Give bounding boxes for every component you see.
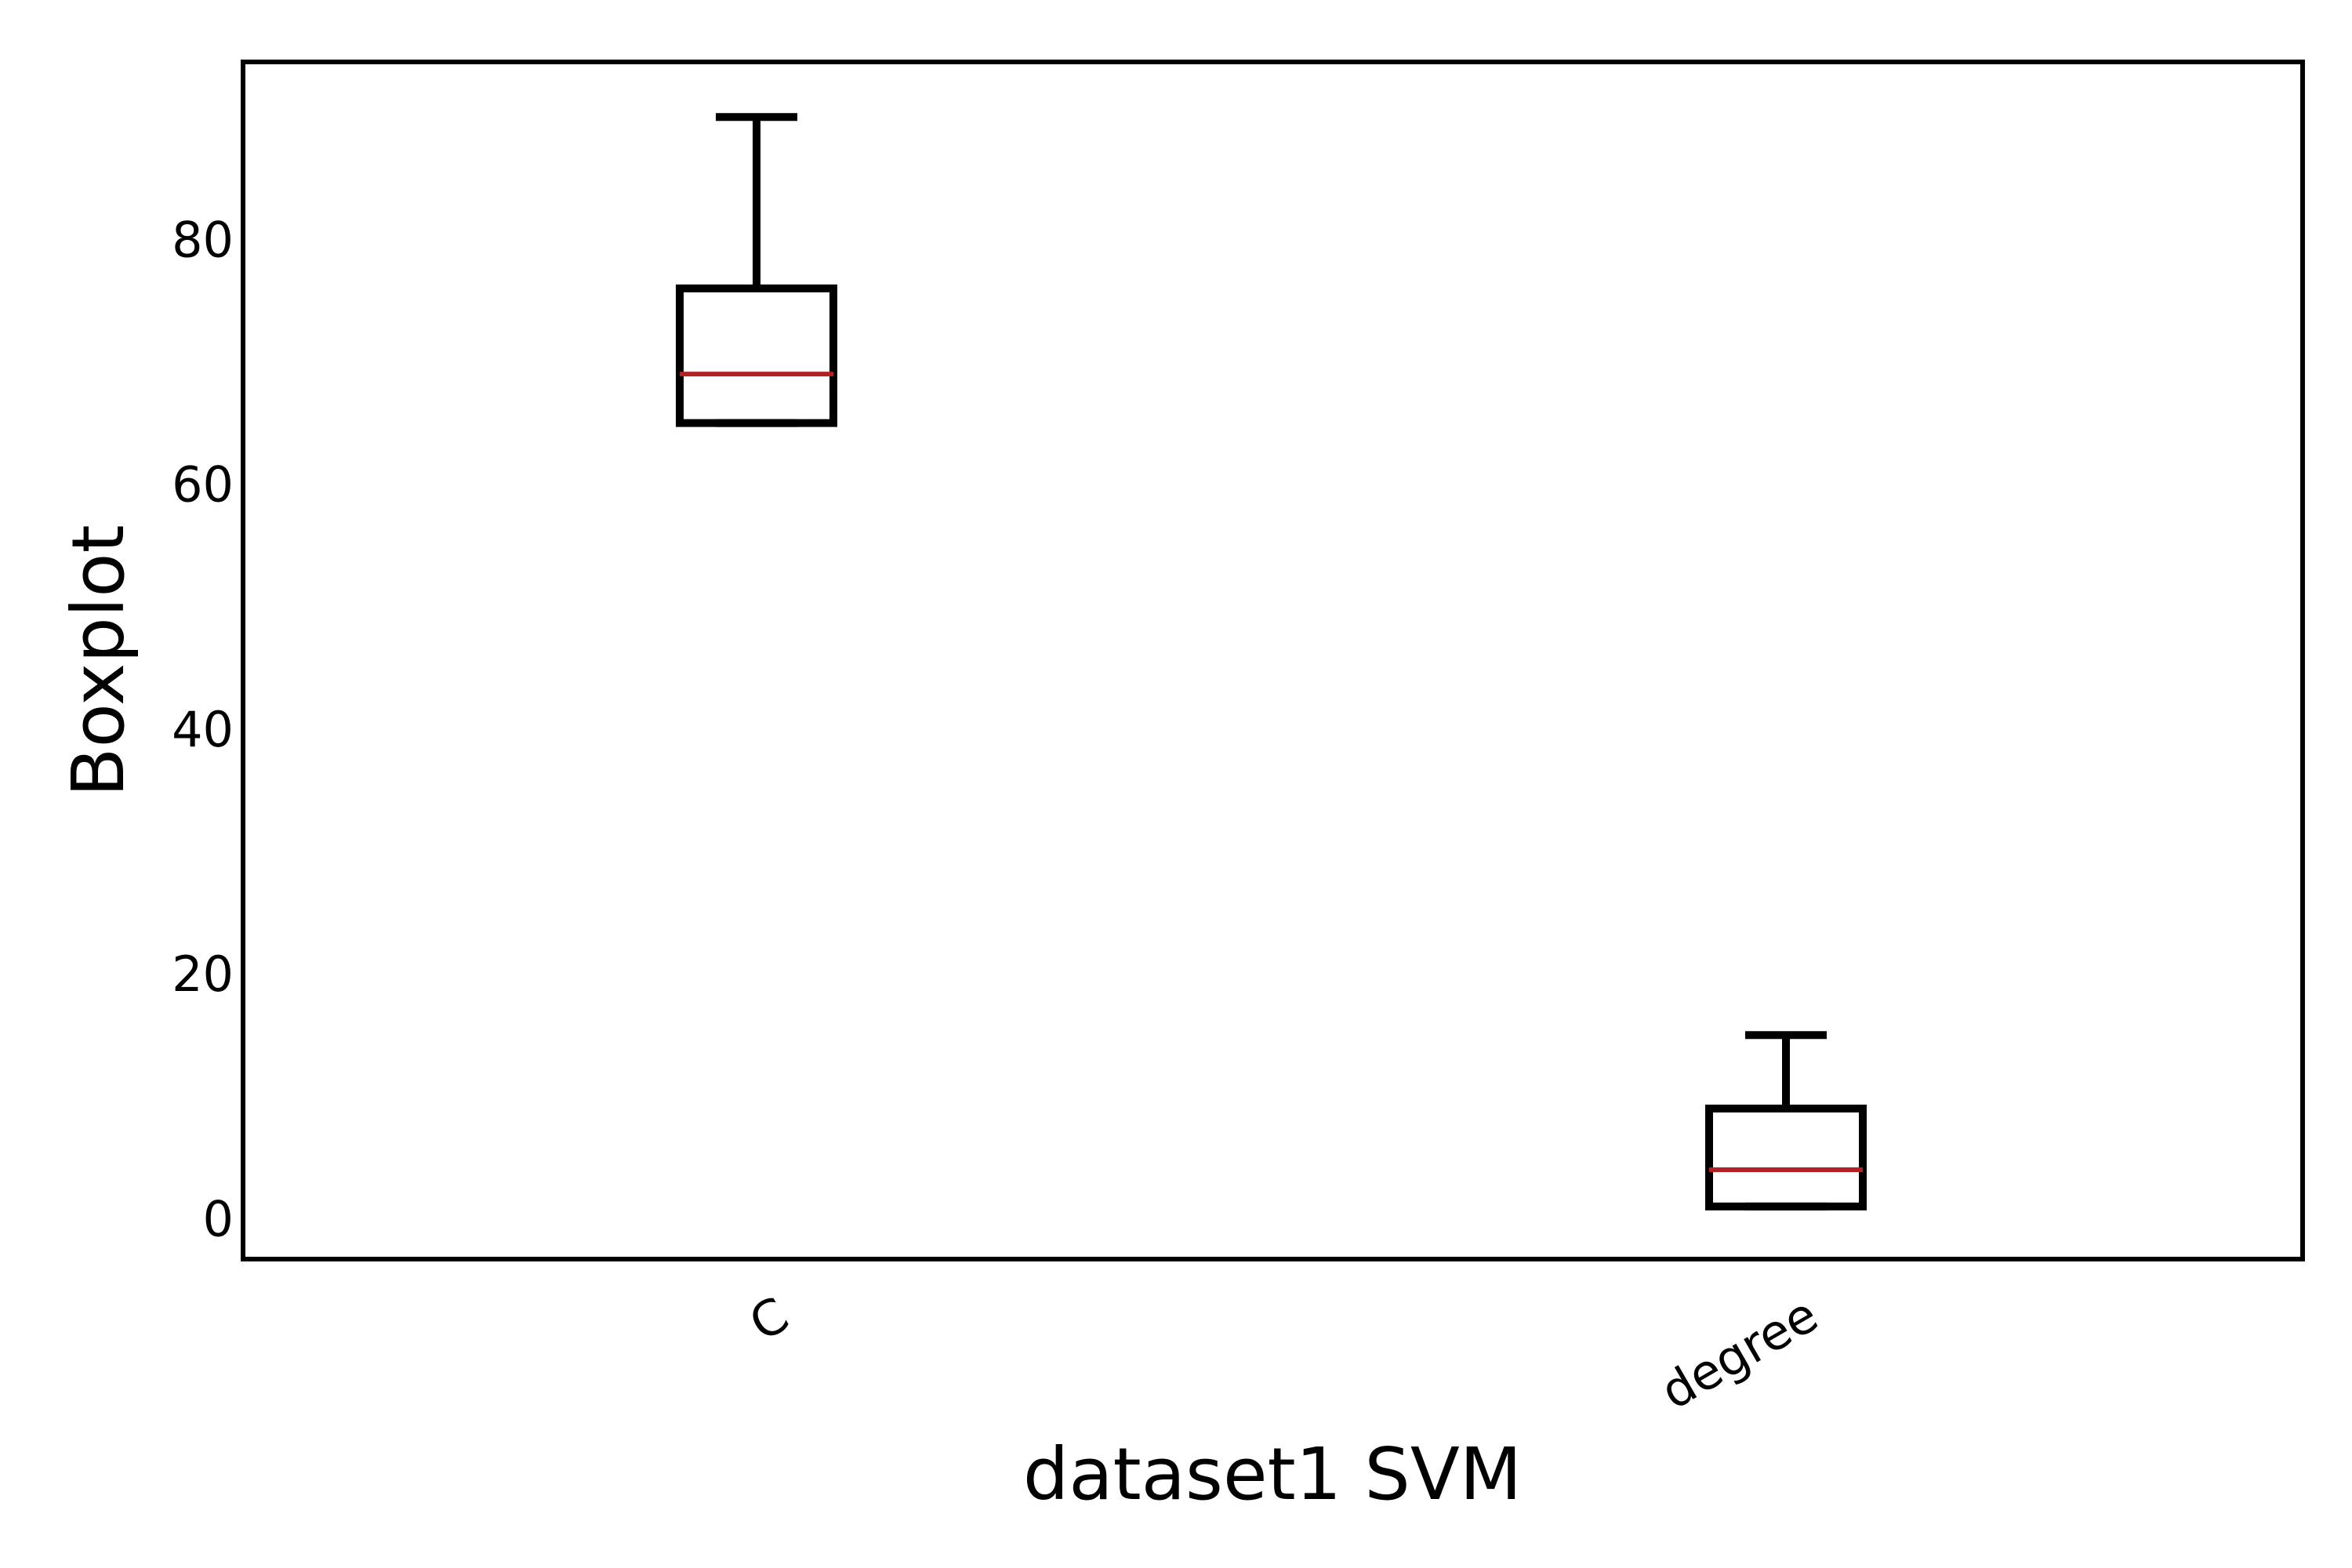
box-group-degree <box>1705 1031 1867 1210</box>
y-tick-label-40: 40 <box>172 701 234 758</box>
y-tick-label-20: 20 <box>172 946 234 1003</box>
marks-layer <box>676 113 1867 1210</box>
x-axis-title: dataset1 SVM <box>1023 1432 1522 1516</box>
y-tick-label-0: 0 <box>203 1190 234 1247</box>
y-tick-label-60: 60 <box>172 456 234 514</box>
y-axis-title: Boxplot <box>56 524 140 797</box>
box-c <box>676 284 837 427</box>
y-ticks-layer: 0 20 40 60 80 <box>172 211 234 1247</box>
box-group-c <box>676 113 837 427</box>
plot-frame <box>241 60 2305 1261</box>
y-tick-label-80: 80 <box>172 211 234 268</box>
box-degree <box>1705 1104 1867 1210</box>
